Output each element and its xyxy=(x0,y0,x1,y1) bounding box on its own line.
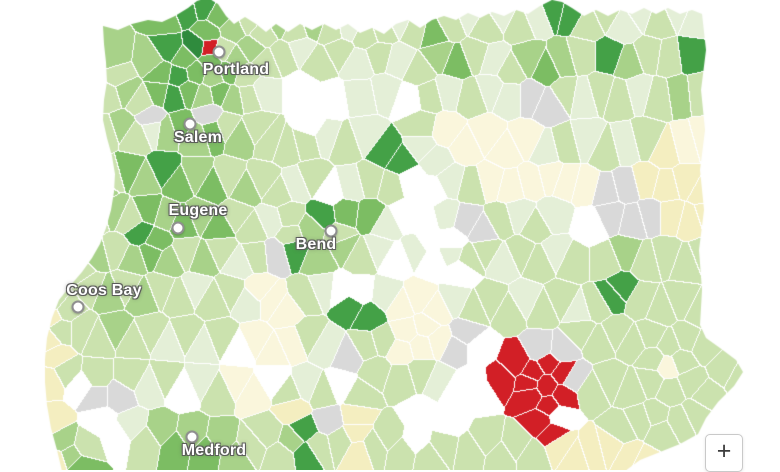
zoom-in-button[interactable]: + xyxy=(705,434,743,472)
